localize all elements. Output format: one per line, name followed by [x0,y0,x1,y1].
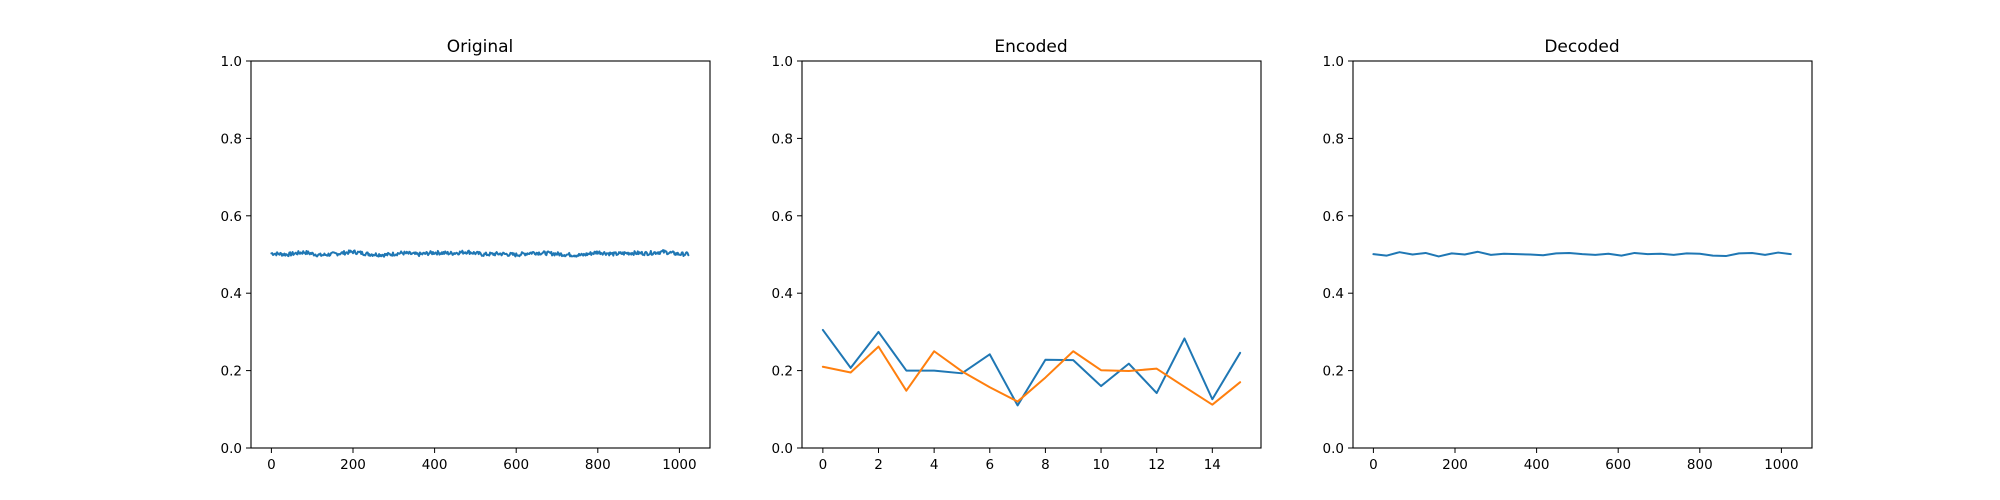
panel-original-x-tick-label: 800 [585,457,611,473]
panel-original-x-tick-label: 200 [340,457,366,473]
panel-encoded-y-tick-label: 0.0 [772,441,793,457]
panel-original-x-tick-label: 400 [422,457,448,473]
panel-encoded-x-tick-label: 14 [1204,457,1221,473]
panel-encoded-frame [801,60,1262,449]
panel-decoded-ticks: 0 200 400 600 800 1000 0.0 0.2 0.4 0.6 0.8 1.0 [1323,54,1799,473]
panel-decoded-x-tick-label: 400 [1524,457,1550,473]
panel-decoded-y-tick-label: 0.4 [1323,286,1344,302]
panel-decoded-x-tick-label: 1000 [1764,457,1798,473]
panel-original-x-tick-label: 1000 [662,457,696,473]
panel-encoded-series-line-2 [821,345,1242,406]
panel-original-x-tick-label: 600 [503,457,529,473]
panel-encoded-x-tick-label: 12 [1148,457,1165,473]
panel-original-ticks: 0 200 400 600 800 1000 0.0 0.2 0.4 0.6 0.8 1.0 [221,54,697,473]
panel-encoded-series [821,328,1242,407]
panel-original: Original 0 200 400 600 800 1000 0.0 0.2 0.4 0.6 0.… [221,37,711,473]
panel-decoded-x-tick-label: 200 [1442,457,1468,473]
panel-encoded-series-line-1 [821,328,1242,407]
panel-decoded-series [1372,250,1792,258]
panel-encoded-y-tick-label: 0.6 [772,209,793,225]
panel-encoded: Encoded 0 2 4 6 8 10 12 14 0.0 0.2 0.4 0.6 0.8 1.0 [772,37,1262,473]
panel-original-y-tick-label: 0.2 [221,364,242,380]
panel-encoded-x-tick-label: 10 [1092,457,1109,473]
panel-original-y-tick-label: 0.0 [221,441,242,457]
panel-original-x-tick-label: 0 [267,457,276,473]
panel-encoded-y-tick-label: 0.4 [772,286,793,302]
panel-decoded: Decoded 0 200 400 600 800 1000 0.0 0.2 0.4 0.6 0.8… [1323,37,1813,473]
panel-original-y-tick-label: 0.4 [221,286,242,302]
panel-original-y-tick-label: 0.6 [221,209,242,225]
panel-encoded-y-tick-label: 0.8 [772,131,793,147]
panel-encoded-y-tick-label: 0.2 [772,364,793,380]
panel-encoded-y-tick-label: 1.0 [772,54,793,70]
panel-decoded-x-tick-label: 800 [1687,457,1713,473]
panel-original-y-tick-label: 0.8 [221,131,242,147]
panel-encoded-x-tick-label: 8 [1041,457,1050,473]
panel-decoded-y-tick-label: 1.0 [1323,54,1344,70]
panel-encoded-title: Encoded [994,37,1067,57]
panel-decoded-y-tick-label: 0.2 [1323,364,1344,380]
panel-decoded-y-tick-label: 0.8 [1323,131,1344,147]
panel-encoded-x-tick-label: 0 [819,457,828,473]
panel-decoded-title: Decoded [1544,37,1619,57]
panel-original-series [270,249,690,258]
panel-decoded-frame [1352,60,1813,449]
panel-original-title: Original [447,37,514,57]
panel-original-y-tick-label: 1.0 [221,54,242,70]
panel-decoded-y-tick-label: 0.0 [1323,441,1344,457]
panel-decoded-x-tick-label: 600 [1605,457,1631,473]
panel-encoded-x-tick-label: 6 [985,457,994,473]
panel-encoded-x-tick-label: 4 [930,457,939,473]
panel-original-series-line-1 [270,249,690,258]
panel-encoded-x-tick-label: 2 [874,457,883,473]
panel-decoded-y-tick-label: 0.6 [1323,209,1344,225]
panel-decoded-x-tick-label: 0 [1369,457,1378,473]
panel-decoded-series-line-1 [1372,250,1792,258]
panel-encoded-ticks: 0 2 4 6 8 10 12 14 0.0 0.2 0.4 0.6 0.8 1.0 [772,54,1221,473]
panel-original-frame [250,60,711,449]
